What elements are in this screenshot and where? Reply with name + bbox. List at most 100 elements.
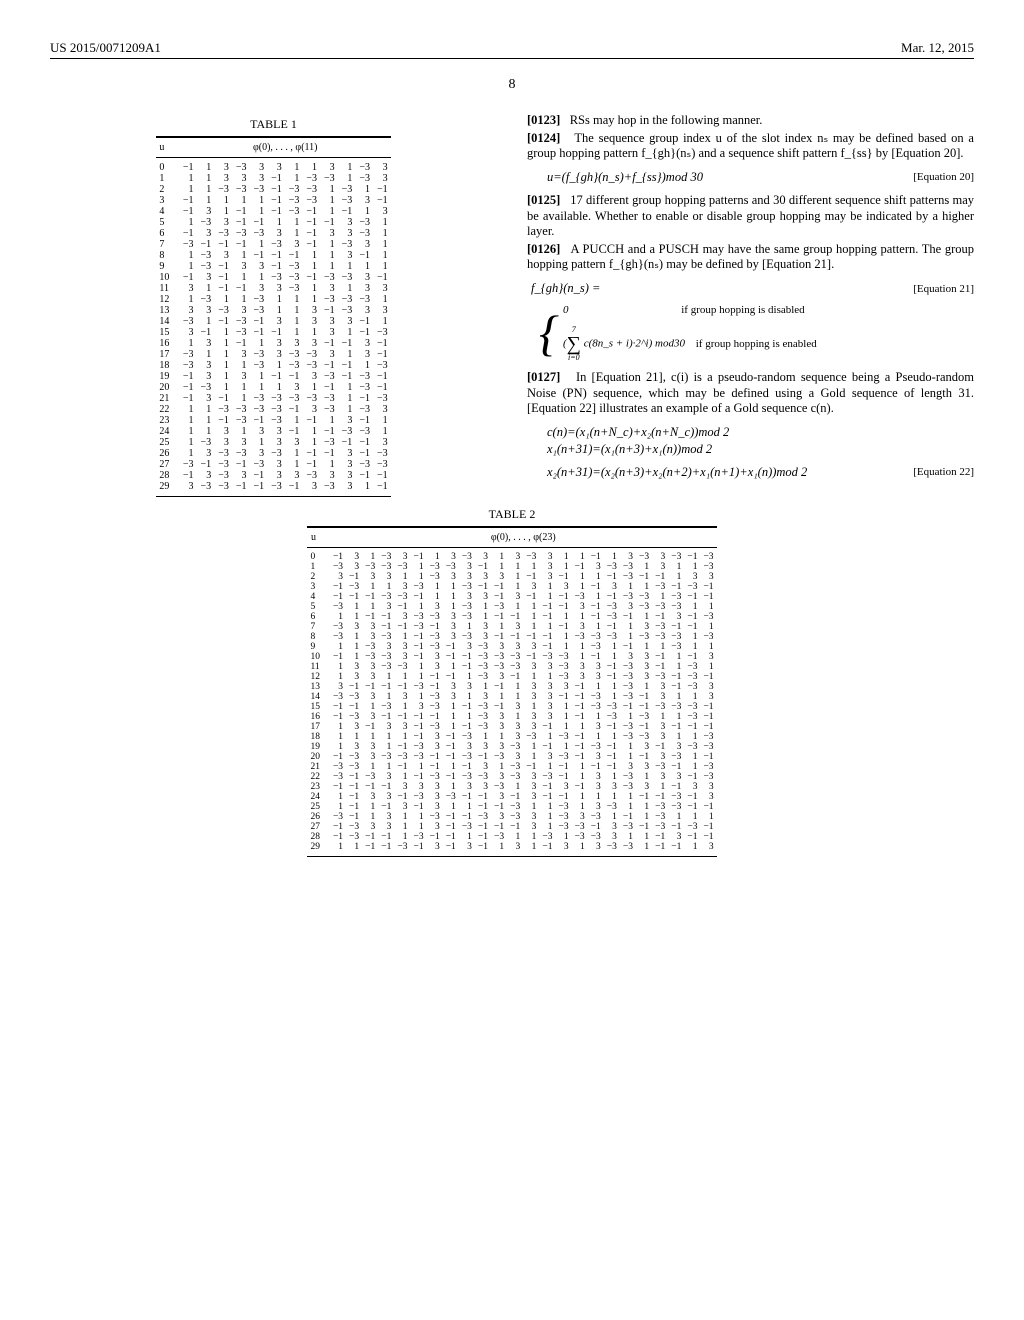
value-cell: −1: [250, 250, 268, 261]
value-cell: −1: [303, 228, 321, 239]
value-cell: 1: [338, 261, 356, 272]
value-cell: 3: [303, 481, 321, 497]
value-cell: −1: [285, 250, 303, 261]
sum-icon: 7 ∑ i=0: [567, 326, 581, 362]
value-cell: −1: [700, 672, 716, 682]
value-cell: −3: [232, 448, 250, 459]
value-cell: 1: [250, 437, 268, 448]
value-cell: −1: [378, 712, 394, 722]
value-cell: −1: [410, 772, 426, 782]
value-cell: 1: [330, 662, 346, 672]
value-cell: −3: [338, 195, 356, 206]
value-cell: 3: [443, 572, 459, 582]
value-cell: 1: [338, 404, 356, 415]
value-cell: −3: [373, 459, 391, 470]
value-cell: 3: [338, 470, 356, 481]
value-cell: 1: [427, 592, 443, 602]
value-cell: −3: [555, 812, 571, 822]
value-cell: 1: [523, 602, 539, 612]
value-cell: −3: [285, 393, 303, 404]
value-cell: 1: [232, 195, 250, 206]
value-cell: −1: [268, 261, 286, 272]
value-cell: 1: [668, 572, 684, 582]
value-cell: 1: [215, 327, 233, 338]
value-cell: −3: [427, 722, 443, 732]
publication-date: Mar. 12, 2015: [901, 40, 974, 56]
value-cell: 1: [346, 612, 362, 622]
value-cell: −3: [620, 592, 636, 602]
eq21-lhs: f_{gh}(n_s) =: [531, 281, 600, 296]
row-index-cell: 23: [307, 782, 330, 792]
value-cell: 1: [491, 732, 507, 742]
row-index-cell: 22: [156, 404, 180, 415]
value-cell: 1: [700, 662, 716, 672]
value-cell: −3: [475, 712, 491, 722]
value-cell: −1: [555, 592, 571, 602]
row-index-cell: 0: [156, 158, 180, 174]
value-cell: −3: [588, 692, 604, 702]
value-cell: −1: [700, 802, 716, 812]
value-cell: 3: [443, 632, 459, 642]
value-cell: −3: [427, 632, 443, 642]
value-cell: −3: [285, 283, 303, 294]
value-cell: 3: [539, 682, 555, 692]
value-cell: −1: [491, 682, 507, 692]
value-cell: −3: [356, 426, 374, 437]
table-row: 14−31−1−3−131333−11: [156, 316, 391, 327]
value-cell: 3: [378, 642, 394, 652]
value-cell: 3: [523, 692, 539, 702]
value-cell: 3: [636, 652, 652, 662]
right-column: [0123] RSs may hop in the following mann…: [527, 111, 974, 497]
value-cell: 1: [410, 692, 426, 702]
value-cell: 3: [179, 481, 197, 497]
value-cell: 3: [588, 782, 604, 792]
table-row: 26−3−11311−3−1−1−33−331−33−31−11−3111: [307, 812, 716, 822]
value-cell: 1: [338, 283, 356, 294]
value-cell: 1: [285, 217, 303, 228]
value-cell: 1: [285, 459, 303, 470]
value-cell: −1: [373, 349, 391, 360]
value-cell: 1: [346, 732, 362, 742]
table2-u-header: u: [307, 527, 330, 548]
value-cell: 1: [620, 802, 636, 812]
value-cell: 3: [250, 158, 268, 174]
value-cell: 3: [588, 772, 604, 782]
value-cell: 3: [459, 782, 475, 792]
value-cell: 3: [700, 692, 716, 702]
value-cell: −3: [346, 692, 362, 702]
value-cell: 3: [636, 782, 652, 792]
value-cell: 3: [523, 642, 539, 652]
value-cell: 3: [373, 173, 391, 184]
value-cell: 3: [356, 338, 374, 349]
value-cell: −3: [620, 572, 636, 582]
value-cell: 1: [215, 349, 233, 360]
value-cell: −1: [427, 672, 443, 682]
value-cell: 3: [491, 712, 507, 722]
value-cell: 3: [572, 662, 588, 672]
value-cell: 1: [668, 732, 684, 742]
value-cell: −1: [620, 812, 636, 822]
value-cell: 3: [539, 572, 555, 582]
value-cell: 1: [555, 612, 571, 622]
value-cell: −1: [523, 572, 539, 582]
para-text: In [Equation 21], c(i) is a pseudo-rando…: [527, 370, 974, 415]
value-cell: −1: [321, 448, 339, 459]
table-row: 7−3−1−1−11−33−11−331: [156, 239, 391, 250]
value-cell: −3: [507, 742, 523, 752]
value-cell: −3: [346, 752, 362, 762]
table-row: 911−333−1−3−13−3333−111−31−111−311: [307, 642, 716, 652]
value-cell: 1: [491, 842, 507, 857]
value-cell: 3: [303, 404, 321, 415]
value-cell: −1: [338, 437, 356, 448]
value-cell: 1: [491, 548, 507, 563]
value-cell: −1: [668, 622, 684, 632]
para-0124: [0124] The sequence group index u of the…: [527, 131, 974, 162]
value-cell: 1: [197, 316, 215, 327]
value-cell: 1: [539, 822, 555, 832]
value-cell: −1: [321, 305, 339, 316]
value-cell: −3: [268, 404, 286, 415]
eq21-case1-cond: if group hopping is disabled: [681, 304, 804, 316]
value-cell: −1: [539, 612, 555, 622]
value-cell: −3: [652, 762, 668, 772]
value-cell: 1: [362, 548, 378, 563]
